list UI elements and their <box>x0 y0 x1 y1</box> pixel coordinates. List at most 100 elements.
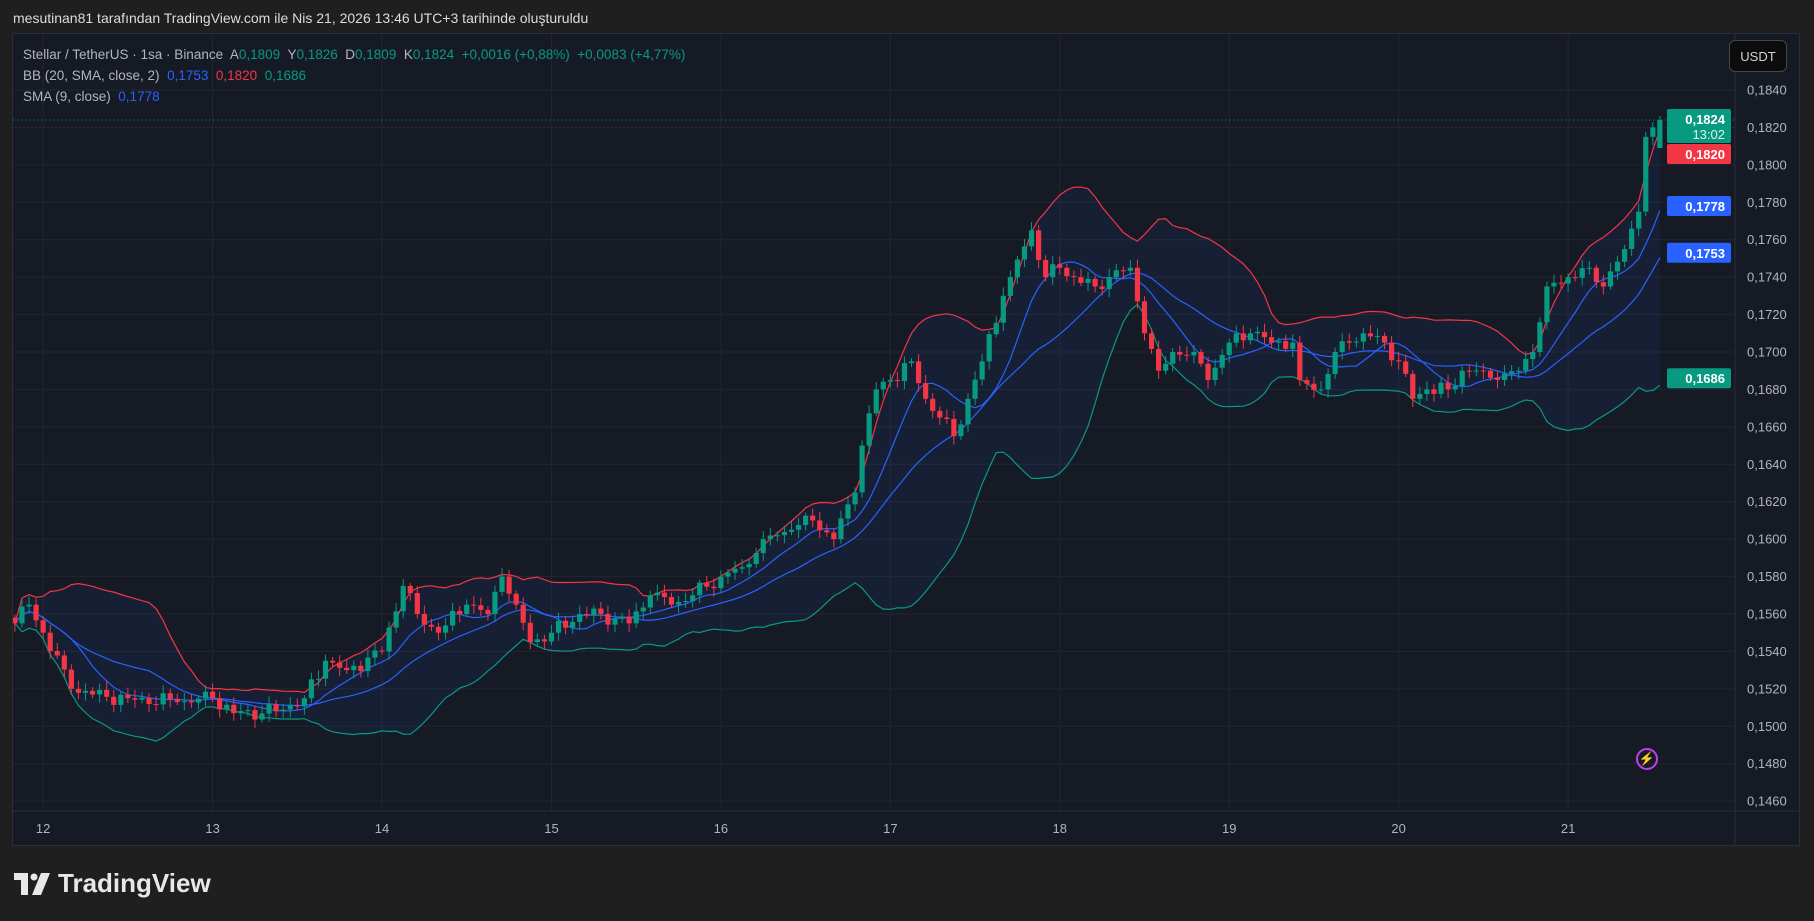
candle-body <box>859 445 865 493</box>
chart-panel[interactable]: 0,1460 0,1480 0,1500 0,1520 0,1540 0,1560 0,15… <box>12 33 1800 846</box>
candle-body <box>704 582 710 587</box>
candle-body <box>47 632 53 651</box>
candle-body <box>732 568 738 573</box>
candle-body <box>1452 386 1458 390</box>
candle-body <box>1600 282 1606 287</box>
candle-body <box>810 515 816 521</box>
candle-body <box>838 518 844 540</box>
candle-body <box>209 691 216 699</box>
candle-body <box>541 639 547 642</box>
candle-body <box>1014 259 1021 278</box>
candlestick-chart[interactable]: 0,1460 0,1480 0,1500 0,1520 0,1540 0,1560 0,15… <box>13 34 1799 845</box>
candle-body <box>1480 370 1486 372</box>
close-label: K <box>403 47 413 62</box>
candle-body <box>1261 331 1268 338</box>
chart-legend: Stellar / TetherUS · 1sa · Binance A0,18… <box>23 44 685 107</box>
candle-body <box>1085 278 1091 283</box>
time-tick-label: 20 <box>1391 821 1405 836</box>
candle-body <box>739 567 745 569</box>
candle-body <box>174 699 180 702</box>
candle-body <box>958 424 964 437</box>
candle-body <box>944 417 950 419</box>
candle-body <box>1000 295 1006 323</box>
currency-button[interactable]: USDT <box>1729 40 1787 72</box>
bb-legend-row[interactable]: BB (20, SMA, close, 2) 0,1753 0,1820 0,1… <box>23 65 685 86</box>
candle-body <box>1381 335 1388 343</box>
candle-body <box>605 613 611 625</box>
candle-body <box>1360 333 1366 342</box>
candle-body <box>82 690 89 693</box>
candle-body <box>1247 333 1253 341</box>
candle-body <box>1523 359 1529 371</box>
candle-body <box>697 582 703 596</box>
candle-body <box>428 624 435 627</box>
candle-body <box>612 618 618 625</box>
price-tag-label: 0,1753 <box>1685 246 1725 261</box>
candle-body <box>1290 342 1296 349</box>
candle-body <box>513 593 519 605</box>
candle-body <box>1367 333 1374 337</box>
candle-body <box>1226 342 1232 355</box>
low-value: 0,1809 <box>355 47 397 62</box>
candle-body <box>1621 249 1628 262</box>
candle-body <box>647 595 653 608</box>
candle-body <box>711 586 717 589</box>
candle-body <box>1537 322 1543 352</box>
candle-body <box>435 626 442 633</box>
candle-body <box>972 379 978 399</box>
price-tick-label: 0,1580 <box>1747 569 1787 584</box>
candle-body <box>1459 370 1465 387</box>
candle-body <box>1071 276 1077 278</box>
candle-body <box>1509 371 1515 374</box>
candle-body <box>40 620 46 633</box>
candle-body <box>668 597 675 605</box>
candle-body <box>485 609 491 614</box>
candle-body <box>951 418 957 437</box>
candle-body <box>386 627 392 652</box>
candle-body <box>1346 341 1352 343</box>
symbol-title[interactable]: Stellar / TetherUS · 1sa · Binance <box>23 47 224 62</box>
candle-body <box>923 383 929 399</box>
candle-body <box>146 697 152 704</box>
candle-body <box>1268 337 1275 343</box>
price-tick-label: 0,1480 <box>1747 756 1787 771</box>
price-tick-label: 0,1500 <box>1747 719 1787 734</box>
candle-body <box>753 553 759 564</box>
candle-body <box>379 650 385 652</box>
time-tick-label: 12 <box>36 821 50 836</box>
price-tag-label: 0,1686 <box>1685 371 1725 386</box>
candle-body <box>1487 370 1494 378</box>
time-tick-label: 15 <box>544 821 558 836</box>
sma-legend-row[interactable]: SMA (9, close) 0,1778 <box>23 86 685 107</box>
candle-body <box>1127 267 1133 271</box>
candle-body <box>986 334 992 362</box>
candle-body <box>457 610 463 615</box>
candle-body <box>1240 333 1246 341</box>
candle-body <box>266 704 272 714</box>
candle-body <box>421 613 427 625</box>
candle-body <box>1629 228 1635 250</box>
candle-body <box>1332 351 1338 374</box>
lightning-icon[interactable]: ⚡ <box>1636 748 1658 770</box>
candle-body <box>414 593 420 614</box>
candle-body <box>527 622 533 643</box>
candle-body <box>598 608 604 614</box>
price-tick-label: 0,1800 <box>1747 157 1787 172</box>
candle-body <box>287 705 293 710</box>
candle-body <box>1092 278 1098 287</box>
candle-body <box>118 694 124 705</box>
price-tick-label: 0,1640 <box>1747 457 1787 472</box>
candle-body <box>1636 211 1642 229</box>
candle-body <box>1113 270 1119 278</box>
chart-snapshot-caption: mesutinan81 tarafından TradingView.com i… <box>13 10 589 26</box>
candle-body <box>633 611 639 624</box>
candle-body <box>831 532 837 540</box>
candle-body <box>930 398 936 411</box>
candle-body <box>160 693 166 705</box>
candle-body <box>1438 382 1444 394</box>
candle-body <box>68 669 74 689</box>
candle-body <box>1036 230 1042 261</box>
candle-body <box>1057 264 1063 268</box>
candle-body <box>1586 267 1592 269</box>
price-tag <box>1667 368 1731 389</box>
